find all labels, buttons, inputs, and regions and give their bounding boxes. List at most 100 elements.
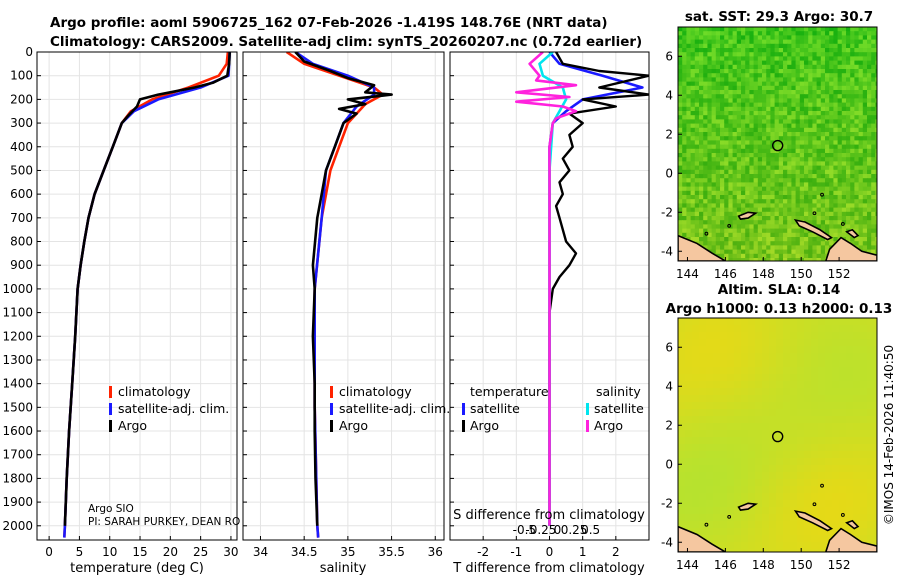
- map-cell: [837, 64, 843, 70]
- map-cell: [741, 157, 746, 162]
- map-cell: [678, 465, 686, 473]
- map-cell: [770, 94, 776, 99]
- map-cell: [766, 132, 771, 137]
- map-cell: [774, 31, 780, 36]
- map-cell: [816, 224, 822, 230]
- map-cell: [816, 169, 822, 175]
- map-cell: [820, 253, 826, 259]
- map-cell: [699, 423, 707, 431]
- map-cell: [791, 98, 797, 104]
- map-cell: [871, 195, 876, 200]
- map-cell: [860, 465, 868, 473]
- map-cell: [846, 153, 851, 158]
- map-cell: [778, 81, 784, 87]
- map-cell: [804, 228, 809, 234]
- map-cell: [774, 169, 780, 175]
- map-cell: [783, 161, 788, 167]
- map-cell: [736, 220, 742, 225]
- map-cell: [871, 48, 876, 53]
- map-cell: [850, 106, 855, 112]
- map-cell: [791, 216, 797, 221]
- map-cell: [783, 472, 791, 480]
- map-cell: [837, 174, 843, 179]
- map-cell: [846, 136, 851, 141]
- map-cell: [860, 318, 868, 326]
- map-cell: [850, 35, 855, 41]
- map-cell: [685, 416, 693, 424]
- map-cell: [734, 325, 742, 333]
- inner-tick-label: 0: [554, 523, 562, 537]
- map-cell: [783, 169, 788, 175]
- map-cell: [755, 318, 763, 326]
- map-cell: [816, 56, 822, 62]
- map-cell: [694, 31, 700, 36]
- map-cell: [727, 458, 735, 466]
- map-cell: [829, 90, 834, 95]
- map-cell: [776, 423, 784, 431]
- map-cell: [713, 521, 721, 529]
- map-cell: [762, 367, 770, 375]
- map-cell: [841, 77, 847, 83]
- map-cell: [741, 388, 749, 396]
- map-cell: [762, 161, 767, 167]
- map-cell: [832, 486, 840, 494]
- map-cell: [755, 416, 763, 424]
- map-cell: [812, 220, 818, 225]
- map-cell: [766, 115, 771, 120]
- map-cell: [867, 136, 872, 141]
- map-cell: [741, 493, 749, 501]
- map-cell: [783, 220, 788, 225]
- map-cell: [787, 106, 792, 112]
- map-cell: [678, 486, 686, 494]
- map-cell: [766, 43, 771, 49]
- x-tick-label: 35.5: [378, 545, 405, 559]
- map-cell: [808, 64, 813, 70]
- map-cell: [858, 81, 864, 87]
- map-cell: [736, 119, 742, 125]
- map-cell: [854, 64, 860, 70]
- map-cell: [757, 60, 763, 66]
- map-cell: [818, 423, 826, 431]
- map-cell: [728, 190, 734, 196]
- map-cell: [778, 232, 784, 238]
- map-cell: [812, 241, 818, 246]
- map-cell: [694, 56, 700, 62]
- map-cell: [853, 381, 861, 389]
- map-cell: [839, 360, 847, 368]
- difference-axis-label: T difference from climatology: [452, 561, 645, 576]
- map-cell: [791, 241, 797, 246]
- map-cell: [690, 48, 696, 53]
- map-cell: [804, 102, 809, 108]
- map-cell: [686, 220, 692, 225]
- map-cell: [770, 216, 776, 221]
- map-cell: [678, 416, 686, 424]
- map-cell: [776, 402, 784, 410]
- map-cell: [804, 430, 812, 438]
- map-cell: [812, 232, 818, 238]
- y-tick-label: -4: [661, 244, 673, 258]
- map-cell: [745, 115, 750, 120]
- map-cell: [685, 360, 693, 368]
- map-cell: [858, 195, 864, 200]
- legend-label-argo: Argo: [339, 418, 368, 433]
- map-cell: [724, 241, 729, 246]
- map-cell: [703, 195, 708, 200]
- map-cell: [741, 374, 749, 382]
- map-cell: [699, 318, 707, 326]
- map-cell: [778, 64, 784, 70]
- map-cell: [829, 98, 834, 104]
- map-cell: [690, 148, 696, 154]
- map-cell: [724, 199, 729, 204]
- map-cell: [732, 190, 738, 196]
- map-cell: [795, 232, 801, 238]
- map-cell: [762, 27, 767, 32]
- map-cell: [734, 339, 742, 347]
- map-cell: [741, 31, 746, 36]
- map-cell: [874, 472, 877, 480]
- map-cell: [804, 416, 812, 424]
- map-cell: [753, 106, 759, 112]
- map-cell: [854, 115, 860, 120]
- map-cell: [745, 85, 750, 91]
- map-cell: [829, 56, 834, 62]
- map-cell: [783, 395, 791, 403]
